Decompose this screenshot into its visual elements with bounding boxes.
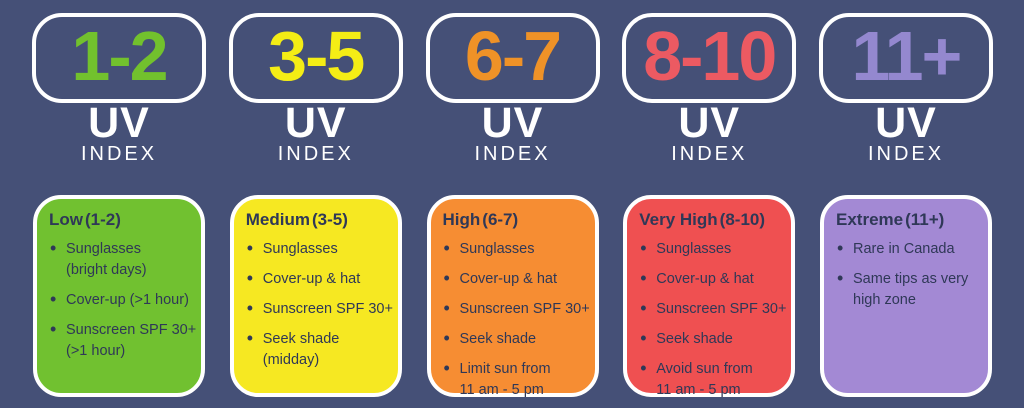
card-bullet: Sunglasses <box>443 238 591 260</box>
index-label: INDEX <box>80 143 158 165</box>
card-level-range: (6-7) <box>482 210 519 229</box>
index-label: INDEX <box>671 143 748 165</box>
card-bullet: Cover-up (>1 hour) <box>49 289 197 311</box>
index-label: INDEX <box>277 143 354 165</box>
card-level-name: High <box>442 210 481 229</box>
index-label: INDEX <box>474 143 551 165</box>
card-bullet-list: Sunglasses Cover-up & hat Sunscreen SPF … <box>246 238 394 371</box>
card-bullet: Cover-up & hat <box>443 268 591 290</box>
uv-range-badge: 6-7 <box>425 13 600 103</box>
card-bullet-list: Sunglasses (bright days) Cover-up (>1 ho… <box>49 238 197 362</box>
uv-range-badge: 8-10 <box>622 13 797 103</box>
card-title: High (6-7) <box>443 209 591 230</box>
uv-advice-card-extreme: Extreme(11+) Rare in Canada Same tips as… <box>820 195 992 397</box>
uv-range-badge: 3-5 <box>228 13 403 103</box>
uv-range-number: 6-7 <box>464 17 562 95</box>
card-bullet: Cover-up & hat <box>639 268 787 290</box>
card-bullet-list: Rare in Canada Same tips as very high zo… <box>836 238 984 311</box>
card-title: Extreme (11+) <box>836 209 984 230</box>
card-bullet: Seek shade (midday) <box>246 328 394 371</box>
card-bullet: Seek shade <box>443 328 591 350</box>
card-title: Very High (8-10) <box>639 209 787 230</box>
uv-column-high: 6-7 UV INDEX High(6-7) Sunglasses Cover-… <box>425 13 600 408</box>
card-bullet: Seek shade <box>639 328 787 350</box>
uv-range-badge: 1-2 <box>32 13 206 103</box>
uv-range-number: 11+ <box>851 17 963 95</box>
uv-range-number: 8-10 <box>643 17 777 95</box>
card-title: Medium (3-5) <box>246 209 394 230</box>
uv-advice-card-medium: Medium(3-5) Sunglasses Cover-up & hat Su… <box>229 195 402 397</box>
card-bullet: Sunscreen SPF 30+ (>1 hour) <box>49 319 197 362</box>
card-bullet: Rare in Canada <box>836 238 984 260</box>
uv-range-number: 3-5 <box>268 17 365 95</box>
uv-column-low: 1-2 UV INDEX Low(1-2) Sunglasses (bright… <box>32 13 206 408</box>
uv-label: UV <box>875 99 937 147</box>
card-bullet: Sunscreen SPF 30+ <box>639 298 787 320</box>
card-level-name: Medium <box>245 210 310 229</box>
card-bullet: Cover-up & hat <box>246 268 394 290</box>
card-bullet: Same tips as very high zone <box>836 268 984 311</box>
card-level-name: Extreme <box>836 210 904 229</box>
uv-label: UV <box>88 99 150 147</box>
uv-column-extreme: 11+ UV INDEX Extreme(11+) Rare in Canada… <box>819 13 993 408</box>
uv-column-medium: 3-5 UV INDEX Medium(3-5) Sunglasses Cove… <box>228 13 403 408</box>
uv-range-number: 1-2 <box>71 17 168 95</box>
card-bullet: Sunscreen SPF 30+ <box>246 298 394 320</box>
card-title: Low (1-2) <box>49 209 197 230</box>
card-level-range: (3-5) <box>311 210 348 229</box>
card-bullet: Sunglasses (bright days) <box>49 238 197 281</box>
card-level-range: (8-10) <box>719 210 766 229</box>
index-label: INDEX <box>867 143 945 165</box>
uv-label: UV <box>678 99 741 147</box>
card-bullet: Sunscreen SPF 30+ <box>443 298 591 320</box>
card-bullet: Avoid sun from 11 am - 5 pm <box>639 358 787 401</box>
uv-column-very-high: 8-10 UV INDEX Very High(8-10) Sunglasses… <box>622 13 797 408</box>
card-level-range: (1-2) <box>85 210 121 229</box>
card-level-name: Low <box>49 210 83 229</box>
card-bullet: Limit sun from 11 am - 5 pm <box>443 358 591 401</box>
uv-label: UV <box>481 99 544 147</box>
uv-label: UV <box>284 99 347 147</box>
uv-advice-card-low: Low(1-2) Sunglasses (bright days) Cover-… <box>33 195 205 397</box>
uv-advice-card-high: High(6-7) Sunglasses Cover-up & hat Suns… <box>426 195 599 398</box>
card-bullet: Sunglasses <box>639 238 787 260</box>
card-bullet-list: Sunglasses Cover-up & hat Sunscreen SPF … <box>443 238 591 401</box>
card-level-name: Very High <box>639 210 718 229</box>
uv-advice-card-very-high: Very High(8-10) Sunglasses Cover-up & ha… <box>623 195 796 398</box>
uv-range-badge: 11+ <box>819 13 993 103</box>
card-bullet: Sunglasses <box>246 238 394 260</box>
card-bullet-list: Sunglasses Cover-up & hat Sunscreen SPF … <box>639 238 787 401</box>
card-level-range: (11+) <box>905 210 945 229</box>
